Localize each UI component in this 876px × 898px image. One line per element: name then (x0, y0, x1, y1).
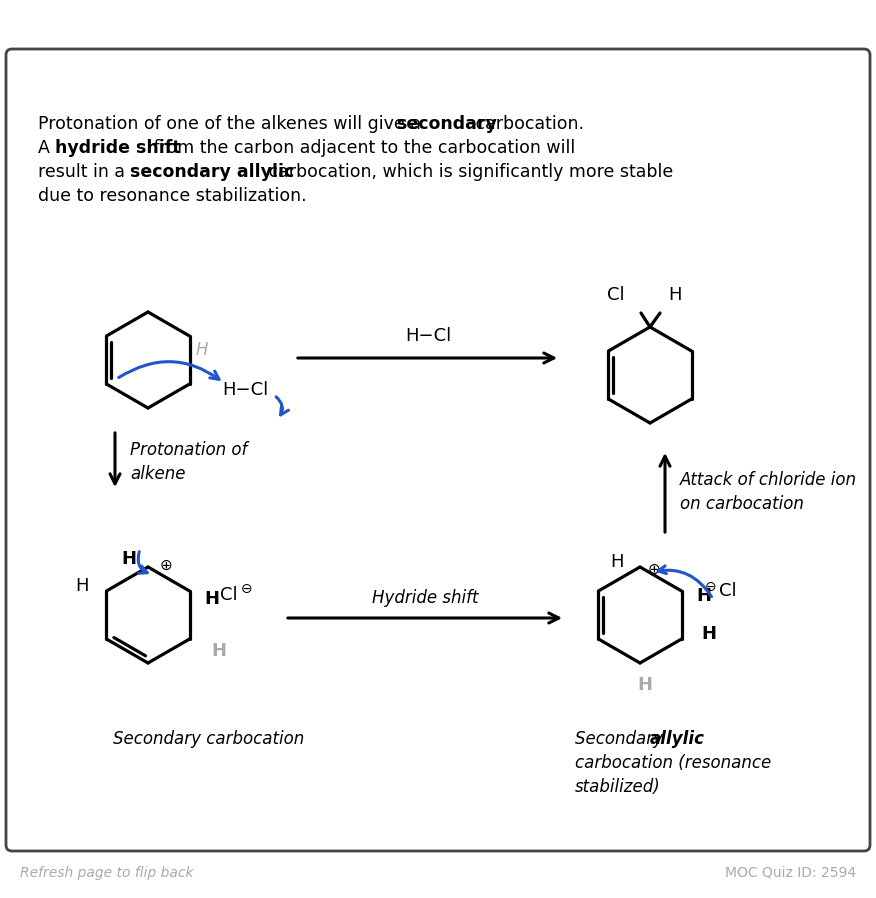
Text: Protonation of
alkene: Protonation of alkene (130, 441, 247, 483)
Text: H: H (702, 625, 717, 643)
Text: Attack of chloride ion
on carbocation: Attack of chloride ion on carbocation (680, 471, 857, 513)
Text: Cl: Cl (607, 286, 625, 304)
Text: H: H (121, 550, 136, 568)
Text: allylic: allylic (650, 730, 705, 748)
Text: ⊖: ⊖ (705, 580, 717, 594)
Text: Cl: Cl (220, 586, 237, 604)
Text: H: H (696, 587, 711, 605)
Text: H−Cl: H−Cl (405, 327, 451, 345)
Text: result in a: result in a (38, 163, 131, 181)
Text: H: H (75, 577, 88, 595)
FancyBboxPatch shape (6, 49, 870, 851)
Text: Secondary carbocation: Secondary carbocation (113, 730, 304, 748)
Text: H: H (205, 590, 220, 608)
FancyArrowPatch shape (276, 397, 288, 415)
Text: ⊕: ⊕ (648, 561, 661, 577)
Text: MOC Quiz ID: 2594: MOC Quiz ID: 2594 (724, 866, 856, 880)
Text: Hydride shift: Hydride shift (371, 589, 478, 607)
Text: stabilized): stabilized) (575, 778, 661, 796)
Text: H: H (195, 341, 208, 359)
Text: H: H (668, 286, 682, 304)
Text: hydride shift: hydride shift (55, 139, 180, 157)
Text: carbocation.: carbocation. (470, 115, 584, 133)
Text: from the carbon adjacent to the carbocation will: from the carbon adjacent to the carbocat… (148, 139, 576, 157)
Text: due to resonance stabilization.: due to resonance stabilization. (38, 187, 307, 205)
FancyArrowPatch shape (658, 566, 711, 596)
Text: H: H (611, 553, 624, 571)
Text: H: H (638, 676, 653, 694)
Text: carbocation, which is significantly more stable: carbocation, which is significantly more… (263, 163, 674, 181)
Text: H: H (212, 642, 227, 660)
Text: secondary: secondary (396, 115, 497, 133)
Text: secondary allylic: secondary allylic (130, 163, 294, 181)
Text: Cl: Cl (719, 582, 737, 600)
Text: Protonation of one of the alkenes will give a: Protonation of one of the alkenes will g… (38, 115, 427, 133)
Text: ⊖: ⊖ (241, 582, 252, 596)
Text: ⊕: ⊕ (160, 558, 173, 573)
FancyArrowPatch shape (138, 551, 147, 573)
Text: Refresh page to flip back: Refresh page to flip back (20, 866, 194, 880)
Text: carbocation (resonance: carbocation (resonance (575, 754, 771, 772)
Text: H−Cl: H−Cl (222, 381, 268, 399)
Text: Secondary: Secondary (575, 730, 668, 748)
FancyArrowPatch shape (119, 362, 219, 379)
Text: A: A (38, 139, 55, 157)
